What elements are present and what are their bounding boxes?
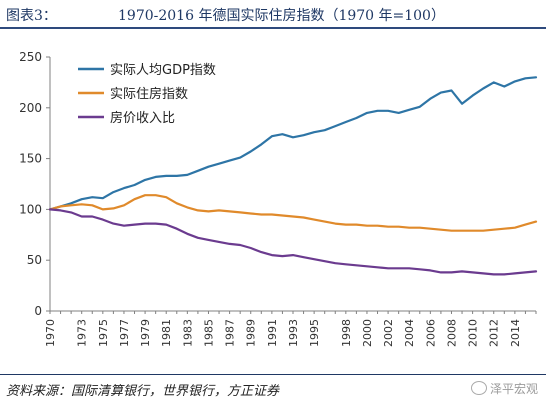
x-tick-label: 1989 bbox=[245, 319, 258, 347]
x-tick-label: 1985 bbox=[202, 319, 215, 347]
y-tick-label: 50 bbox=[27, 253, 42, 267]
legend-label-1: 实际人均GDP指数 bbox=[110, 63, 216, 78]
watermark: 泽平宏观 bbox=[470, 380, 538, 397]
x-tick-label: 2000 bbox=[361, 319, 374, 347]
y-tick-label: 150 bbox=[19, 152, 42, 166]
line-chart: 0 50 100 150 200 250 1970 1973 1975 1977 1979 1981 1… bbox=[19, 50, 538, 347]
legend-label-3: 房价收入比 bbox=[110, 110, 175, 126]
x-tick-label: 1973 bbox=[76, 319, 89, 347]
x-tick-label: 1977 bbox=[118, 319, 131, 347]
x-tick-label: 1991 bbox=[266, 319, 279, 347]
x-tick-label: 2008 bbox=[445, 319, 458, 347]
x-tick-label: 2010 bbox=[467, 319, 480, 347]
y-tick-label: 200 bbox=[19, 101, 42, 115]
x-tick-label: 1981 bbox=[160, 319, 173, 347]
figure-title: 1970-2016 年德国实际住房指数（1970 年=100） bbox=[118, 8, 445, 24]
legend-label-2: 实际住房指数 bbox=[110, 86, 188, 102]
x-tick-label: 2006 bbox=[424, 319, 437, 347]
title-rule bbox=[0, 27, 546, 29]
x-tick-label: 1975 bbox=[97, 319, 110, 347]
footer-rule bbox=[0, 374, 546, 375]
source-note: 资料来源：国际清算银行，世界银行，方正证券 bbox=[6, 384, 280, 399]
x-tick-label: 2014 bbox=[509, 319, 522, 347]
x-tick-label: 1998 bbox=[340, 319, 353, 347]
x-tick-label: 1993 bbox=[287, 319, 300, 347]
y-tick-label: 100 bbox=[19, 202, 42, 216]
series-line-2 bbox=[48, 194, 538, 232]
series-line-1 bbox=[48, 76, 538, 211]
x-tick-label: 1979 bbox=[139, 319, 152, 347]
wechat-icon bbox=[470, 381, 487, 395]
y-tick-label: 0 bbox=[34, 304, 42, 318]
x-tick-label: 1970 bbox=[44, 319, 57, 347]
x-tick-label: 2004 bbox=[403, 319, 416, 347]
y-tick-label: 250 bbox=[19, 50, 42, 64]
chart-area: 0 50 100 150 200 250 1970 1973 1975 1977 1979 1981 1… bbox=[0, 43, 546, 373]
x-tick-label: 1987 bbox=[224, 319, 237, 347]
title-bar: 图表3： 1970-2016 年德国实际住房指数（1970 年=100） bbox=[0, 0, 546, 30]
x-tick-label: 1983 bbox=[181, 319, 194, 347]
figure-label: 图表3： bbox=[6, 8, 57, 24]
x-tick-label: 2002 bbox=[382, 319, 395, 347]
x-tick-label: 2012 bbox=[488, 319, 501, 347]
series-line-3 bbox=[48, 208, 538, 276]
watermark-text: 泽平宏观 bbox=[489, 382, 538, 396]
x-tick-label: 1995 bbox=[308, 319, 321, 347]
